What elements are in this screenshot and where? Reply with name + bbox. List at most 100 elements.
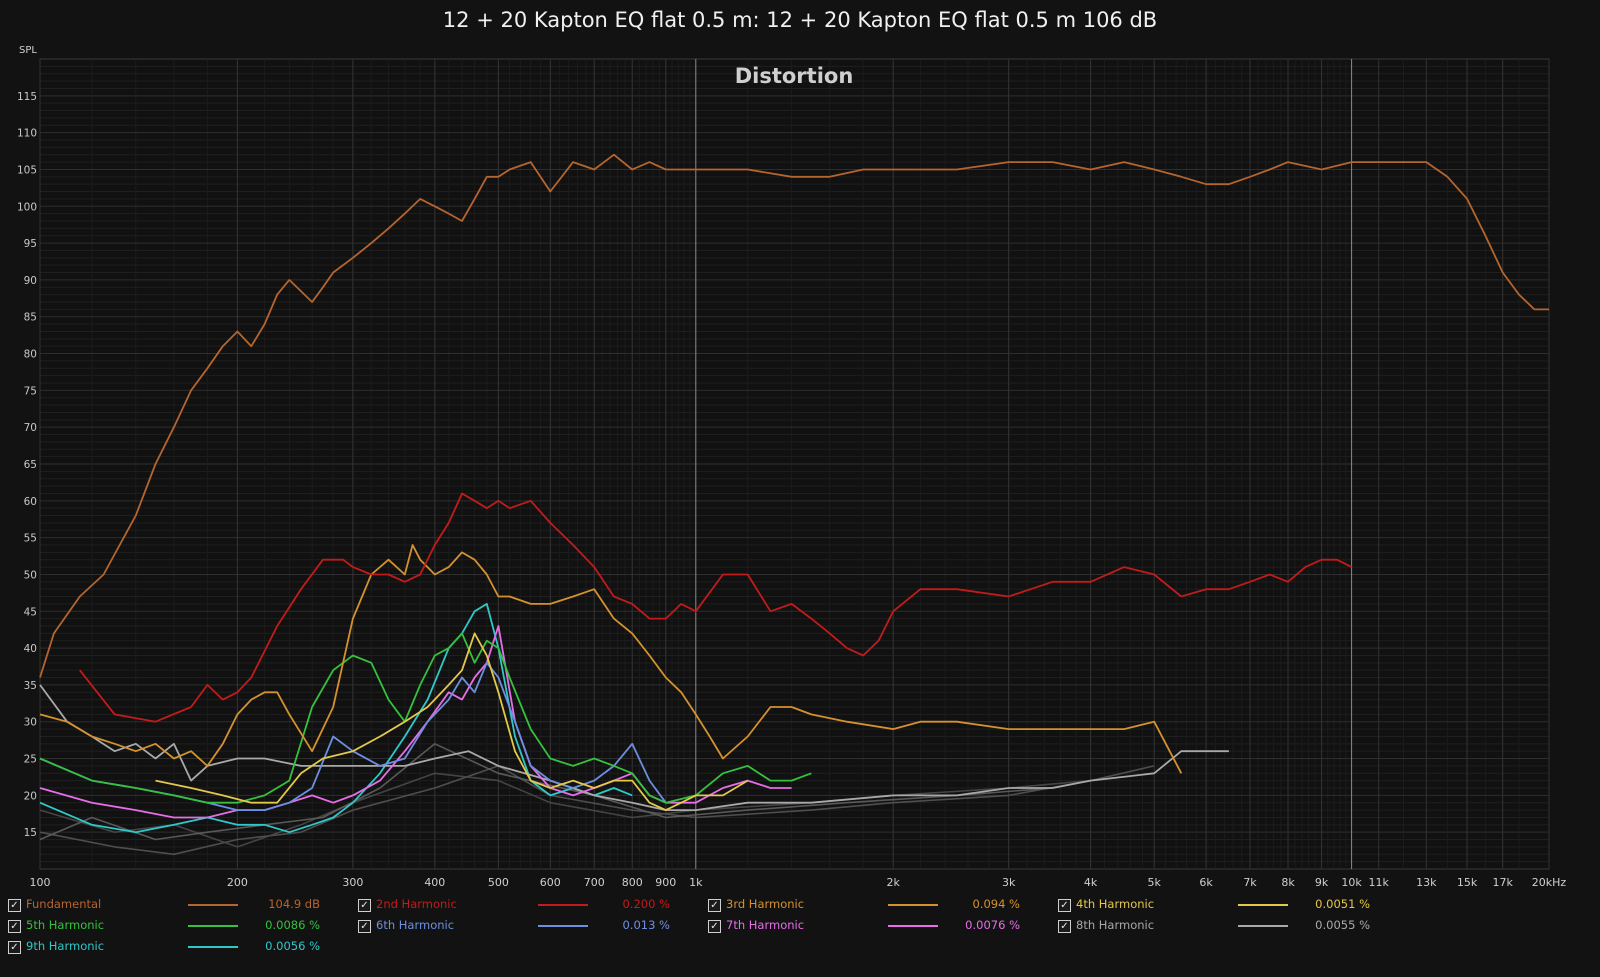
- x-tick-label: 8k: [1281, 876, 1295, 889]
- x-tick-label: 900: [655, 876, 676, 889]
- x-tick-label: 4k: [1084, 876, 1098, 889]
- legend-swatch: [188, 946, 238, 948]
- fundamental-line: [39, 153, 1549, 678]
- y-axis-label: SPL: [19, 45, 37, 56]
- legend-label: 6th Harmonic: [376, 918, 455, 932]
- legend-label: 5th Harmonic: [26, 918, 105, 932]
- legend-value: 0.0056 %: [265, 939, 320, 953]
- y-tick-label: 55: [24, 533, 37, 545]
- x-tick-label: 13k: [1416, 876, 1437, 889]
- distortion-chart: 100 200 300 400 500 600 700 800 900 1k 2k 3k 4k 5k 6k 7…: [17, 45, 1567, 889]
- legend-item-fundamental: ✓ Fundamental 104.9 dB: [8, 897, 348, 917]
- legend-item-4th-harmonic: ✓ 4th Harmonic 0.0051 %: [1058, 897, 1398, 917]
- y-tick-label: 30: [24, 717, 37, 729]
- x-tick-label: 6k: [1199, 876, 1213, 889]
- y-tick-label: 15: [24, 827, 37, 839]
- 3rd-harmonic-line: [39, 544, 1183, 774]
- legend-value: 0.0076 %: [965, 918, 1020, 932]
- legend-value: 0.094 %: [972, 897, 1020, 911]
- y-tick-label: 70: [24, 422, 37, 434]
- legend-item-5th-harmonic: ✓ 5th Harmonic 0.0086 %: [8, 918, 348, 938]
- y-tick-label: 75: [24, 385, 37, 397]
- y-axis: 15 20 25 30 35 40 45 50 55 60 65 70 75 80 85 90 95 100 105…: [17, 91, 37, 839]
- y-tick-label: 35: [24, 680, 37, 692]
- legend-checkbox-8th-harmonic[interactable]: ✓: [1058, 920, 1071, 933]
- x-tick-label: 200: [227, 876, 248, 889]
- legend-checkbox-5th-harmonic[interactable]: ✓: [8, 920, 21, 933]
- y-tick-label: 60: [24, 496, 37, 508]
- x-tick-label: 9k: [1315, 876, 1329, 889]
- legend-checkbox-4th-harmonic[interactable]: ✓: [1058, 899, 1071, 912]
- background-trace: [39, 765, 1155, 856]
- legend-swatch: [188, 904, 238, 906]
- x-tick-label: 20kHz: [1532, 876, 1567, 889]
- legend-value: 0.0086 %: [265, 918, 320, 932]
- 2nd-harmonic-line: [79, 492, 1353, 723]
- legend-swatch: [888, 925, 938, 927]
- x-tick-label: 300: [342, 876, 363, 889]
- legend-label: 9th Harmonic: [26, 939, 105, 953]
- x-tick-label: 400: [424, 876, 445, 889]
- grid-lines: [39, 59, 1550, 869]
- y-tick-label: 85: [24, 312, 37, 324]
- legend-item-2nd-harmonic: ✓ 2nd Harmonic 0.200 %: [358, 897, 698, 917]
- 8th-harmonic-line: [39, 684, 1229, 811]
- legend-swatch: [1238, 904, 1288, 906]
- x-tick-label: 800: [622, 876, 643, 889]
- legend-label: 4th Harmonic: [1076, 897, 1155, 911]
- legend-swatch: [888, 904, 938, 906]
- legend-label: Fundamental: [26, 897, 102, 911]
- legend-checkbox-7th-harmonic[interactable]: ✓: [708, 920, 721, 933]
- x-tick-label: 7k: [1243, 876, 1257, 889]
- x-tick-label: 5k: [1147, 876, 1161, 889]
- legend-label: 7th Harmonic: [726, 918, 805, 932]
- legend-swatch: [1238, 925, 1288, 927]
- legend-item-9th-harmonic: ✓ 9th Harmonic 0.0056 %: [8, 939, 348, 959]
- x-tick-label: 700: [584, 876, 605, 889]
- y-tick-label: 105: [17, 164, 37, 176]
- legend-label: 8th Harmonic: [1076, 918, 1155, 932]
- legend-swatch: [188, 925, 238, 927]
- legend-value: 0.200 %: [622, 897, 670, 911]
- chart-title: Distortion: [735, 64, 854, 88]
- legend-swatch: [538, 925, 588, 927]
- x-tick-label: 17k: [1493, 876, 1514, 889]
- y-tick-label: 50: [24, 569, 37, 581]
- legend-checkbox-9th-harmonic[interactable]: ✓: [8, 941, 21, 954]
- y-tick-label: 20: [24, 790, 37, 802]
- legend-value: 0.013 %: [622, 918, 670, 932]
- y-tick-label: 100: [17, 201, 37, 213]
- y-tick-label: 110: [17, 128, 37, 140]
- x-tick-label: 100: [30, 876, 51, 889]
- legend-value: 0.0051 %: [1315, 897, 1370, 911]
- legend-checkbox-fundamental[interactable]: ✓: [8, 899, 21, 912]
- x-tick-label: 500: [488, 876, 509, 889]
- y-tick-label: 80: [24, 349, 37, 361]
- y-tick-label: 95: [24, 238, 37, 250]
- y-tick-label: 115: [17, 91, 37, 103]
- legend-checkbox-6th-harmonic[interactable]: ✓: [358, 920, 371, 933]
- y-tick-label: 90: [24, 275, 37, 287]
- legend-item-6th-harmonic: ✓ 6th Harmonic 0.013 %: [358, 918, 698, 938]
- y-tick-label: 25: [24, 754, 37, 766]
- legend-swatch: [538, 904, 588, 906]
- 4th-harmonic-line: [155, 632, 749, 811]
- background-trace: [39, 742, 1053, 841]
- legend-item-3rd-harmonic: ✓ 3rd Harmonic 0.094 %: [708, 897, 1048, 917]
- y-tick-label: 40: [24, 643, 37, 655]
- legend-label: 3rd Harmonic: [726, 897, 805, 911]
- legend-value: 0.0055 %: [1315, 918, 1370, 932]
- y-tick-label: 65: [24, 459, 37, 471]
- legend-item-8th-harmonic: ✓ 8th Harmonic 0.0055 %: [1058, 918, 1398, 938]
- legend-checkbox-3rd-harmonic[interactable]: ✓: [708, 899, 721, 912]
- x-tick-label: 15k: [1457, 876, 1478, 889]
- x-tick-label: 2k: [887, 876, 901, 889]
- legend-checkbox-2nd-harmonic[interactable]: ✓: [358, 899, 371, 912]
- legend-label: 2nd Harmonic: [376, 897, 457, 911]
- x-tick-label: 3k: [1002, 876, 1016, 889]
- x-tick-label: 11k: [1369, 876, 1390, 889]
- series-lines: [39, 153, 1549, 834]
- 9th-harmonic-line: [39, 603, 633, 834]
- legend-item-7th-harmonic: ✓ 7th Harmonic 0.0076 %: [708, 918, 1048, 938]
